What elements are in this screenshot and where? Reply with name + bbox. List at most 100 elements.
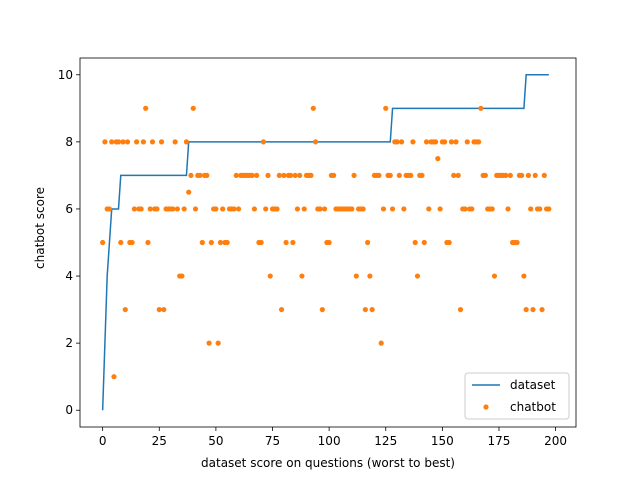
y-tick-label: 0: [65, 403, 73, 417]
scatter-point-chatbot: [154, 206, 160, 212]
scatter-point-chatbot: [190, 105, 196, 111]
scatter-point-chatbot: [288, 172, 294, 179]
scatter-point-chatbot: [380, 206, 387, 212]
scatter-point-chatbot: [140, 139, 147, 145]
scatter-point-chatbot: [106, 206, 113, 212]
scatter-point-chatbot: [317, 206, 323, 212]
scatter-point-chatbot: [389, 206, 396, 212]
scatter-point-chatbot: [521, 273, 527, 279]
scatter-point-chatbot: [124, 139, 131, 145]
scatter-point-chatbot: [451, 172, 457, 179]
scatter-point-chatbot: [283, 239, 289, 246]
scatter-point-chatbot: [111, 374, 117, 380]
scatter-point-chatbot: [457, 306, 464, 313]
scatter-point-chatbot: [134, 139, 140, 145]
scatter-point-chatbot: [249, 172, 255, 179]
scatter-point-chatbot: [507, 172, 513, 179]
y-tick-label: 8: [65, 135, 73, 149]
y-axis-label: chatbot score: [33, 187, 47, 269]
scatter-point-chatbot: [421, 239, 427, 246]
scatter-point-chatbot: [147, 206, 153, 212]
scatter-point-chatbot: [115, 139, 122, 145]
scatter-point-chatbot: [102, 139, 108, 145]
scatter-point-chatbot: [419, 172, 425, 179]
scatter-point-chatbot: [394, 139, 400, 145]
scatter-point-chatbot: [109, 139, 115, 145]
scatter-point-chatbot: [528, 206, 534, 212]
axes-frame: [79, 57, 577, 428]
scatter-point-chatbot: [233, 172, 239, 179]
scatter-point-chatbot: [138, 206, 144, 212]
scatter-point-chatbot: [258, 239, 264, 246]
scatter-point-chatbot: [156, 306, 162, 313]
scatter-point-chatbot: [322, 206, 328, 212]
scatter-point-chatbot: [231, 206, 237, 212]
scatter-point-chatbot: [143, 105, 149, 111]
scatter-point-chatbot: [235, 206, 242, 212]
scatter-point-chatbot: [367, 273, 373, 279]
scatter-point-chatbot: [192, 206, 199, 212]
scatter-point-chatbot: [290, 239, 296, 246]
scatter-point-chatbot: [369, 306, 375, 313]
scatter-point-chatbot: [453, 139, 459, 145]
scatter-point-chatbot: [260, 139, 267, 145]
scatter-point-chatbot: [299, 273, 305, 279]
x-tick-label: 50: [208, 434, 223, 448]
x-tick-label: 0: [99, 434, 107, 448]
scatter-point-chatbot: [301, 206, 307, 212]
x-tick-label: 200: [544, 434, 567, 448]
scatter-point-chatbot: [525, 172, 532, 179]
x-axis-label: dataset score on questions (worst to bes…: [201, 456, 455, 470]
scatter-point-chatbot: [503, 172, 509, 179]
series-line-dataset: [101, 74, 549, 411]
x-tick-label: 125: [374, 434, 397, 448]
legend-label-dataset: dataset: [510, 378, 556, 392]
axes: 0 25 50 75 100 125 150 175 200 0 2 4 6 8 10: [58, 57, 577, 448]
x-tick-label: 75: [265, 434, 280, 448]
scatter-point-chatbot: [442, 139, 448, 145]
scatter-point-chatbot: [437, 206, 443, 212]
y-tick-label: 10: [58, 68, 73, 82]
scatter-point-chatbot: [448, 139, 455, 145]
scatter-point-chatbot: [383, 105, 389, 111]
scatter-point-chatbot: [206, 340, 212, 346]
x-tick-label: 100: [318, 434, 341, 448]
scatter-point-chatbot: [378, 340, 384, 346]
scatter-point-chatbot: [523, 306, 529, 313]
scatter-point-chatbot: [541, 172, 547, 179]
scatter-point-chatbot: [170, 206, 176, 212]
scatter-point-chatbot: [532, 172, 538, 179]
scatter-point-chatbot: [491, 273, 498, 279]
scatter-point-chatbot: [519, 172, 525, 179]
scatter-point-chatbot: [537, 206, 543, 212]
plot-area: [100, 74, 552, 411]
scatter-point-chatbot: [181, 206, 187, 212]
scatter-point-chatbot: [131, 206, 137, 212]
scatter-point-chatbot: [412, 239, 418, 246]
scatter-point-chatbot: [120, 139, 126, 145]
y-tick-label: 2: [65, 336, 73, 350]
scatter-point-chatbot: [410, 139, 416, 145]
scatter-point-chatbot: [331, 172, 337, 179]
scatter-point-chatbot: [414, 273, 421, 279]
scatter-point-chatbot: [455, 172, 461, 179]
scatter-point-chatbot: [376, 172, 382, 179]
scatter-point-chatbot: [387, 172, 393, 179]
scatter-point-chatbot: [278, 306, 285, 313]
scatter-point-chatbot: [530, 306, 536, 313]
scatter-point-chatbot: [281, 172, 287, 179]
x-tick-label: 150: [431, 434, 454, 448]
scatter-point-chatbot: [423, 139, 430, 145]
scatter-point-chatbot: [505, 206, 511, 212]
scatter-point-chatbot: [224, 239, 230, 246]
scatter-point-chatbot: [172, 139, 178, 145]
legend: dataset chatbot: [464, 372, 570, 420]
scatter-point-chatbot: [276, 172, 282, 179]
scatter-point-chatbot: [161, 306, 167, 313]
scatter-point-chatbot: [399, 139, 405, 145]
scatter-point-chatbot: [464, 139, 470, 145]
scatter-point-chatbot: [188, 172, 194, 179]
scatter-point-chatbot: [215, 340, 221, 346]
scatter-point-chatbot: [462, 206, 468, 212]
